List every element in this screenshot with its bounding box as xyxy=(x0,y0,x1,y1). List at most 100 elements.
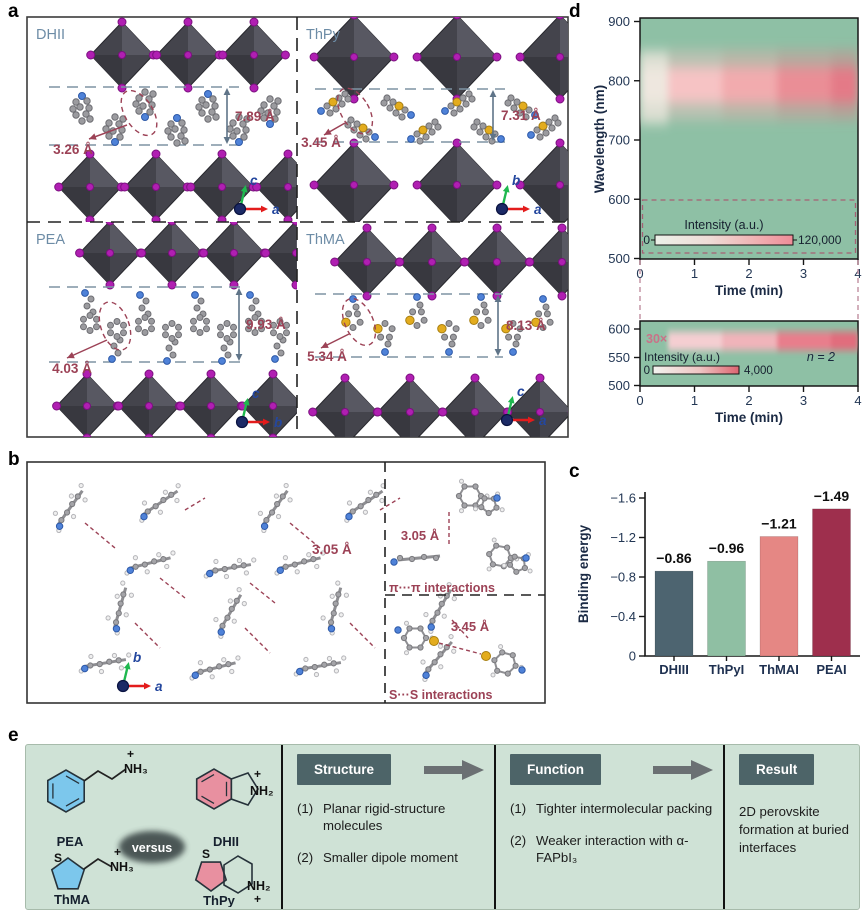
interaction-highlight-ellipse xyxy=(120,89,158,137)
colorbar-title: Intensity (a.u.) xyxy=(684,218,763,232)
inset-colorbar-title: Intensity (a.u.) xyxy=(644,350,720,364)
panel-d-pl-heatmaps: Intensity (a.u.)0 120,000900800700600500W… xyxy=(592,14,862,425)
bar-category-label: ThPyI xyxy=(709,662,744,677)
axis-h-label: a xyxy=(155,679,163,694)
s-s-distance-label: 3.45 Å xyxy=(451,619,490,634)
y-tick-label: 700 xyxy=(608,133,630,148)
panel-e-label: e xyxy=(8,725,19,746)
magnification-label: 30× xyxy=(646,332,667,346)
bar-category-label: PEAI xyxy=(816,662,846,677)
function-item: (2) Weaker interaction with α-FAPbI₃ xyxy=(510,833,715,867)
function-item-1-text: Tighter intermolecular packing xyxy=(536,801,713,816)
x-tick-label: 3 xyxy=(800,266,807,281)
thpy-charge: + xyxy=(254,892,261,906)
structure-item: (2) Smaller dipole moment xyxy=(297,850,486,867)
thpy-amine-label: NH₂ xyxy=(247,879,271,893)
inset-xlabel: Time (min) xyxy=(715,410,783,425)
axis-v-label: b xyxy=(133,650,141,665)
thpy-name-label: ThPy xyxy=(203,893,236,907)
bar-value-label: −1.21 xyxy=(761,516,797,532)
interaction-highlight-ellipse xyxy=(341,297,377,347)
function-item-2-text: Weaker interaction with α-FAPbI₃ xyxy=(536,832,689,865)
inset-x-tick-label: 1 xyxy=(691,393,698,408)
y-tick-label: 600 xyxy=(608,192,630,207)
inset-x-tick-label: 4 xyxy=(854,393,861,408)
short-distance-label: 3.45 Å xyxy=(301,135,341,150)
thma-amine-label: NH₃ xyxy=(110,860,134,874)
inset-x-tick-label: 0 xyxy=(636,393,643,408)
inset-y-tick-label: 600 xyxy=(608,322,630,337)
result-text: 2D perovskite formation at buried interf… xyxy=(739,804,849,855)
axis-v-label: c xyxy=(250,173,258,188)
y-tick-label: 800 xyxy=(608,73,630,88)
thma-charge: + xyxy=(114,845,121,859)
panel-c-binding-energy-chart: −1.6 −1.2 −0.8 −0.4 0 Binding energy −0.86 DHII… xyxy=(576,488,860,677)
quadrant-dhii: 7.89 Å 3.26 Å DHII ca xyxy=(36,17,297,222)
dhii-charge: + xyxy=(254,767,261,781)
x-tick-label: 2 xyxy=(745,266,752,281)
c-y-tick-label: −0.4 xyxy=(610,609,636,624)
bar-value-label: −0.96 xyxy=(709,540,745,556)
inset-x-tick-label: 3 xyxy=(800,393,807,408)
axis-h-label: a xyxy=(539,413,547,428)
panel-d-label: d xyxy=(569,1,581,22)
result-column: Result 2D perovskite formation at buried… xyxy=(723,745,859,909)
inset-y-tick-label: 500 xyxy=(608,378,630,393)
s-s-caption: S···S interactions xyxy=(389,688,493,702)
function-item: (1) Tighter intermolecular packing xyxy=(510,801,715,818)
bar-thpyi xyxy=(707,560,746,657)
structure-column: Structure (1) Planar rigid-structure mol… xyxy=(281,745,494,909)
molecules-column: NH₃ + PEA NH₂ + DHII versus S NH₃ + ThMA S NH₂ + ThPy xyxy=(26,745,281,909)
item-number: (1) xyxy=(510,801,527,816)
panel-a-label: a xyxy=(8,1,19,22)
item-number: (2) xyxy=(297,849,314,865)
inset-colorbar-min: 0 xyxy=(644,365,650,377)
axis-h-label: a xyxy=(534,202,542,217)
inset-colorbar xyxy=(652,365,740,375)
pea-amine-label: NH₃ xyxy=(124,762,148,776)
quadrant-thma: 8.13 Å 5.34 Å ThMA ca xyxy=(306,223,568,437)
c-y-tick-label: 0 xyxy=(629,649,636,664)
dhii-amine-label: NH₂ xyxy=(250,784,274,798)
arrow-right-icon xyxy=(653,759,713,780)
bar-dhiii xyxy=(654,570,694,657)
thma-sulfur-label: S xyxy=(54,851,62,865)
inset-colorbar-max: 4,000 xyxy=(744,365,773,377)
axis-v-label: c xyxy=(252,386,260,401)
short-distance-label: 5.34 Å xyxy=(307,349,347,364)
c-y-tick-label: −1.6 xyxy=(610,491,636,506)
quadrant-pea: 9.93 Å 4.03 Å PEA cb xyxy=(36,222,297,437)
bar-value-label: −0.86 xyxy=(656,550,692,566)
layer-distance-label: 9.93 Å xyxy=(246,317,286,332)
y-tick-label: 500 xyxy=(608,251,630,266)
dhii-name-label: DHII xyxy=(213,834,239,849)
c-ylabel: Binding energy xyxy=(576,524,591,623)
short-distance-label: 3.26 Å xyxy=(53,142,93,157)
quadrant-name-label: ThMA xyxy=(306,232,345,248)
bar-category-label: ThMAI xyxy=(759,662,799,677)
y-tick-label: 900 xyxy=(608,14,630,29)
axis-v-label: b xyxy=(512,173,520,188)
versus-badge xyxy=(119,831,185,863)
axis-h-label: b xyxy=(274,415,282,430)
quadrant-name-label: DHII xyxy=(36,27,65,43)
structure-item-1-text: Planar rigid-structure molecules xyxy=(323,801,446,833)
structure-item: (1) Planar rigid-structure molecules xyxy=(297,801,486,835)
quadrant-name-label: PEA xyxy=(36,232,65,248)
inset-x-tick-label: 2 xyxy=(745,393,752,408)
colorbar-min: 0 xyxy=(643,233,650,247)
structure-heading: Structure xyxy=(297,754,392,785)
c-y-tick-label: −0.8 xyxy=(610,570,636,585)
interaction-highlight-ellipse xyxy=(98,301,132,351)
axis-v-label: c xyxy=(517,384,525,399)
packing-distance-label: 3.05 Å xyxy=(312,542,352,557)
axis-h-label: a xyxy=(272,202,280,217)
thpy-sulfur-label: S xyxy=(202,847,210,861)
function-heading: Function xyxy=(510,754,601,785)
quadrant-name-label: ThPy xyxy=(306,27,341,43)
main-xlabel: Time (min) xyxy=(715,283,783,298)
bar-peai xyxy=(812,508,851,657)
n-equals-label: n = 2 xyxy=(807,350,835,364)
